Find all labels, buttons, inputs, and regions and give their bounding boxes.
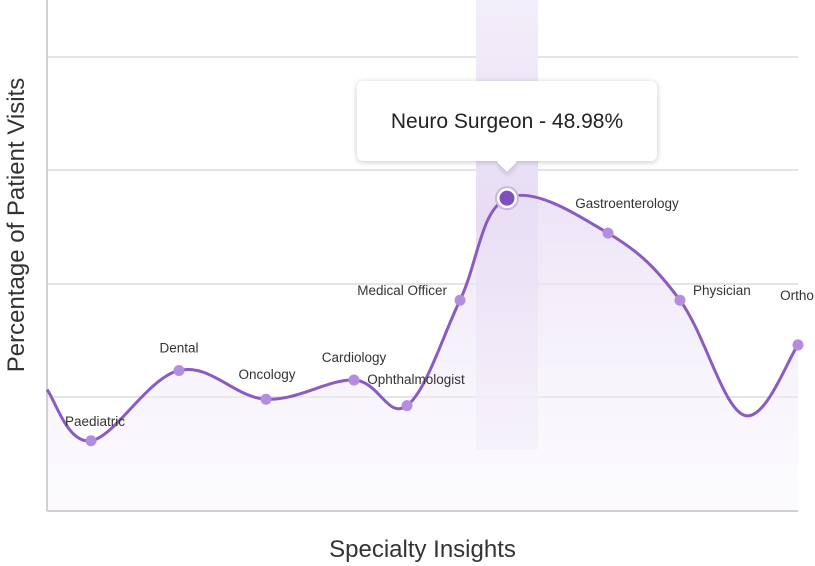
data-labels: Paediatric Dental Oncology Cardiology Ophtha… (65, 196, 814, 429)
data-point-physician[interactable] (674, 294, 686, 306)
data-label: Ortho (780, 288, 814, 303)
data-label: Dental (159, 340, 198, 355)
area-fill (47, 195, 798, 511)
data-label: Oncology (238, 367, 295, 382)
tooltip-text: Neuro Surgeon - 48.98% (390, 110, 624, 133)
data-point-neuro-surgeon[interactable] (499, 190, 515, 206)
data-point-ophthalmologist[interactable] (401, 400, 413, 412)
data-point-paediatric[interactable] (85, 435, 97, 447)
data-point-cardiology[interactable] (348, 374, 360, 386)
data-point-gastroenterology[interactable] (602, 227, 614, 239)
x-axis-title: Specialty Insights (329, 536, 516, 563)
data-label: Medical Officer (357, 283, 447, 298)
data-point-ortho[interactable] (792, 339, 804, 351)
tooltip: Neuro Surgeon - 48.98% (357, 81, 657, 172)
data-label: Paediatric (65, 414, 125, 429)
data-point-medical-officer[interactable] (454, 294, 466, 306)
data-point-oncology[interactable] (260, 393, 272, 405)
data-label: Physician (693, 283, 751, 298)
data-point-dental[interactable] (173, 364, 185, 376)
data-label: Gastroenterology (575, 196, 679, 211)
data-label: Cardiology (322, 350, 387, 365)
series-line (45, 193, 800, 443)
data-points (85, 186, 804, 447)
data-label: Ophthalmologist (367, 372, 465, 387)
